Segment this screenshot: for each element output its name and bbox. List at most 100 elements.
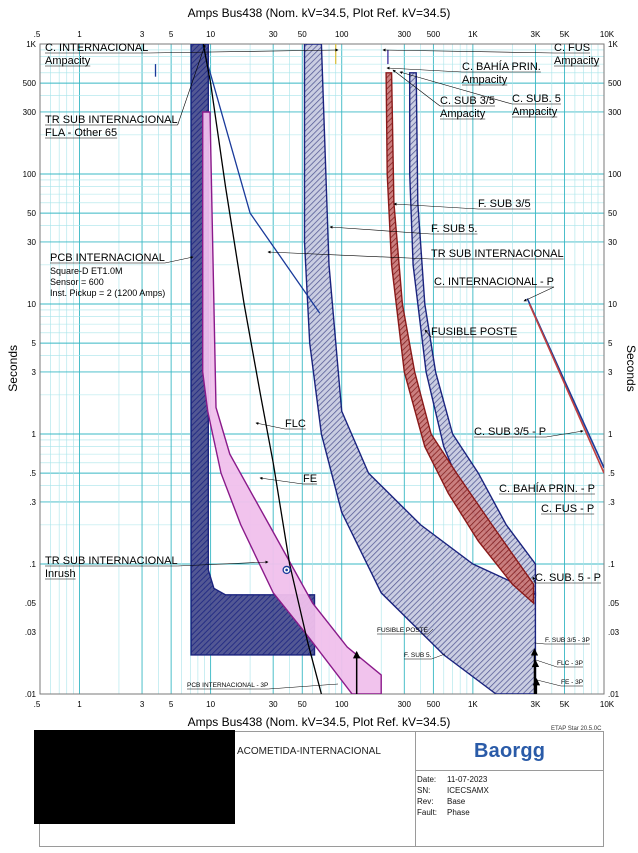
curve-bands [190, 44, 537, 694]
x-tick-label: .5 [34, 30, 41, 39]
x-tick-label: 100 [335, 700, 349, 709]
annotation-leader [523, 286, 555, 302]
x-tick-label: 1 [77, 30, 82, 39]
divider-vertical [415, 732, 416, 847]
annotation-label: Ampacity [462, 74, 508, 86]
y-tick-label: .05 [608, 599, 620, 608]
x-tick-label: 500 [427, 700, 441, 709]
annotation-label: F. SUB 5. [431, 223, 477, 235]
y-tick-label: 50 [608, 209, 617, 218]
band-fusible-poste [409, 72, 537, 597]
annotation-label: Ampacity [554, 55, 600, 67]
y-tick-label: 1 [32, 430, 37, 439]
annotation-label: FLC [285, 418, 306, 430]
x-tick-label: 5K [560, 700, 570, 709]
software-version: ETAP Star 20.5.0C [551, 726, 602, 732]
y-tick-label: 500 [23, 79, 37, 88]
small-label: F. SUB 5. [404, 652, 432, 659]
small-label-leader [534, 642, 546, 645]
annotation-leader [267, 250, 432, 260]
y-tick-label: 1K [26, 40, 36, 49]
annotation-label: PCB INTERNACIONAL [50, 252, 165, 264]
x-tick-label: 3K [531, 30, 541, 39]
annotation-label: C. SUB 3/5 - P [474, 426, 546, 438]
x-tick-label: 3K [531, 700, 541, 709]
annotation-label: Ampacity [512, 106, 558, 118]
y-tick-label: .05 [25, 599, 37, 608]
annotation-label: TR SUB INTERNACIONAL [45, 555, 178, 567]
annotation-label: Square-D ET1.0M [50, 266, 123, 276]
y-tick-label: 500 [608, 79, 622, 88]
meta-fault: Fault: Phase [417, 808, 470, 817]
y-tick-label: 3 [608, 368, 613, 377]
y-tick-label: 10 [27, 300, 36, 309]
y-tick-label: 5 [32, 339, 37, 348]
y-tick-label: .03 [25, 628, 37, 637]
y-tick-label: 5 [608, 339, 613, 348]
small-label-leader [535, 659, 558, 668]
x-tick-label: 10K [600, 30, 615, 39]
y-tick-label: .5 [608, 469, 615, 478]
annotation-label: C. INTERNACIONAL [45, 42, 148, 54]
company-logo: Baorgg [474, 740, 546, 762]
annotation-label: C. BAHÍA PRIN. [462, 60, 541, 73]
redacted-area [34, 730, 235, 824]
annotation-label: C. INTERNACIONAL - P [434, 276, 554, 288]
curve-tr-sub-internacional [201, 44, 321, 314]
tcc-plot: .5 .5 1 1 3 3 5 5 10 10 30 30 50 50 100 100 300 300 500 500… [23, 30, 622, 709]
x-tick-label: 50 [298, 30, 307, 39]
annotation-label: F. SUB 3/5 [478, 198, 531, 210]
meta-date: Date: 11-07-2023 [417, 775, 488, 784]
annotation-leader [399, 71, 513, 105]
x-tick-label: 10 [206, 30, 215, 39]
small-label: F. SUB 3/5 - 3P [545, 637, 590, 644]
y-tick-label: 100 [608, 170, 622, 179]
small-label-leader [268, 683, 339, 690]
x-tick-label: 1K [468, 700, 478, 709]
x-tick-label: 300 [398, 700, 412, 709]
annotation-leader [382, 48, 555, 54]
annotation-leader [329, 225, 432, 235]
x-tick-label: 3 [140, 700, 145, 709]
x-tick-label: 30 [269, 700, 278, 709]
curve-c-sub-3-5-p [528, 303, 604, 474]
annotation-label: C. BAHÍA PRIN. - P [499, 482, 595, 495]
y-tick-label: .1 [29, 560, 36, 569]
x-tick-label: 5K [560, 30, 570, 39]
annotation-leader [177, 44, 206, 126]
annotation-leader [386, 66, 463, 73]
annotation-leader [164, 256, 194, 264]
y-tick-label: 300 [608, 108, 622, 117]
tick-labels: .5 .5 1 1 3 3 5 5 10 10 30 30 50 50 100 100 300 300 500 500… [23, 30, 622, 709]
chart-title-bottom: Amps Bus438 (Nom. kV=34.5, Plot Ref. kV=… [187, 715, 451, 729]
annotation-leader [532, 576, 536, 584]
x-tick-label: 100 [335, 30, 349, 39]
annotation-label: C. FUS [554, 42, 590, 54]
y-tick-label: 50 [27, 209, 36, 218]
small-label-leader [427, 628, 434, 635]
y-tick-label: 30 [27, 238, 36, 247]
annotation-label: Sensor = 600 [50, 277, 104, 287]
x-tick-label: 10 [206, 700, 215, 709]
annotation-label: C. SUB 3/5 [440, 95, 495, 107]
inrush-point-center [285, 568, 288, 572]
y-tick-label: .1 [608, 560, 615, 569]
project-name: ACOMETIDA-INTERNACIONAL [237, 746, 381, 757]
small-label: FLC - 3P [557, 660, 583, 667]
annotation-label: Inst. Pickup = 2 (1200 Amps) [50, 288, 165, 298]
y-tick-label: 30 [608, 238, 617, 247]
small-label: PCB INTERNACIONAL - 3P [187, 682, 268, 689]
y-tick-label: 1K [608, 40, 618, 49]
x-tick-label: 30 [269, 30, 278, 39]
annotation-label: Ampacity [440, 108, 486, 120]
small-label: FE - 3P [561, 679, 583, 686]
x-tick-label: 5 [169, 30, 174, 39]
annotation-label: TR SUB INTERNACIONAL [45, 114, 178, 126]
small-label: FUSIBLE POSTE [377, 627, 429, 634]
x-tick-label: 500 [427, 30, 441, 39]
annotation-leader [255, 422, 286, 430]
band-fe [201, 111, 382, 694]
x-tick-label: 5 [169, 700, 174, 709]
x-tick-label: 300 [398, 30, 412, 39]
band-f-sub-3-5 [385, 72, 535, 605]
